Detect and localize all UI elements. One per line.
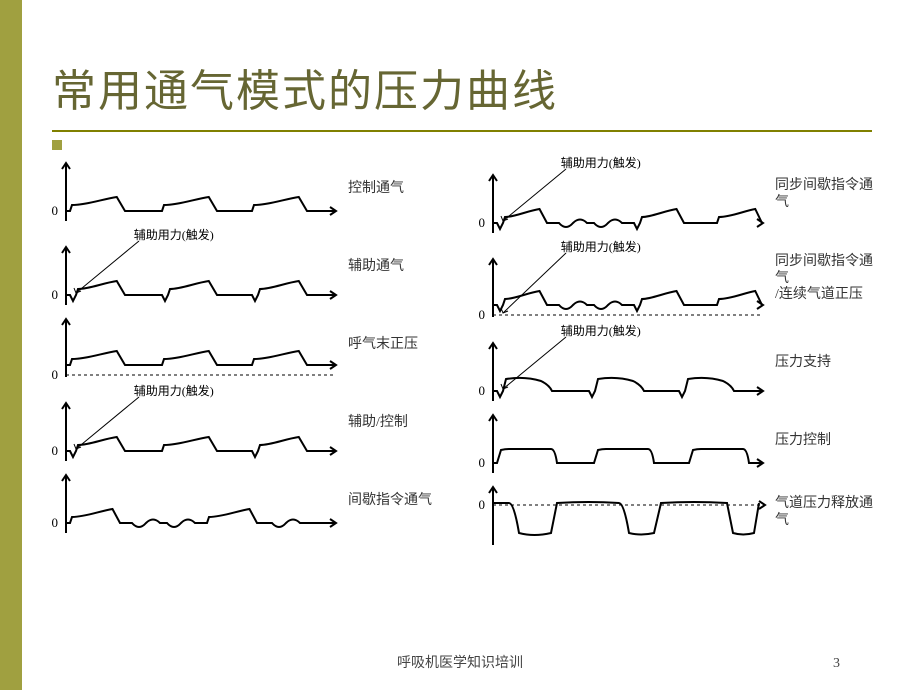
- right-column: 0 辅助用力(触发) 同步间歇指令通气 0 辅助用力(触发) 同步间歇指令通气/连续气道正…: [479, 155, 882, 625]
- pressure-waveform-chart: 0 辅助用力(触发): [479, 155, 769, 235]
- title-bullet-icon: [52, 140, 62, 150]
- charts-grid: 0 控制通气 0 辅助用力(触发) 辅助通气 0 呼气末正压 0 辅助用力(触发) 辅助/控制 0 间…: [52, 155, 882, 625]
- svg-text:0: 0: [479, 383, 485, 398]
- pressure-waveform-chart: 0 辅助用力(触发): [52, 383, 342, 463]
- chart-label: 同步间歇指令通气: [775, 178, 882, 212]
- pressure-waveform-chart: 0 辅助用力(触发): [52, 227, 342, 307]
- pressure-waveform-chart: 0 辅助用力(触发): [479, 323, 769, 403]
- page-number: 3: [833, 656, 840, 672]
- svg-text:辅助用力(触发): 辅助用力(触发): [134, 227, 214, 242]
- chart-row: 0 压力控制: [479, 407, 882, 475]
- pressure-waveform-chart: 0: [479, 479, 769, 547]
- chart-label: 压力控制: [775, 433, 831, 450]
- chart-label: 间歇指令通气: [348, 493, 432, 510]
- chart-row: 0 呼气末正压: [52, 311, 455, 379]
- svg-text:0: 0: [52, 203, 58, 218]
- footer-text: 呼吸机医学知识培训: [397, 652, 523, 672]
- chart-row: 0 控制通气: [52, 155, 455, 223]
- chart-row: 0 辅助用力(触发) 压力支持: [479, 323, 882, 403]
- chart-row: 0 辅助用力(触发) 同步间歇指令通气/连续气道正压: [479, 239, 882, 319]
- svg-text:0: 0: [479, 307, 485, 319]
- pressure-waveform-chart: 0: [52, 311, 342, 379]
- svg-text:辅助用力(触发): 辅助用力(触发): [561, 239, 641, 254]
- chart-label: 辅助/控制: [348, 415, 408, 432]
- pressure-waveform-chart: 0 辅助用力(触发): [479, 239, 769, 319]
- svg-text:0: 0: [479, 497, 485, 512]
- chart-label: 气道压力释放通气: [775, 496, 882, 530]
- chart-label: 控制通气: [348, 181, 404, 198]
- pressure-waveform-chart: 0: [479, 407, 769, 475]
- left-column: 0 控制通气 0 辅助用力(触发) 辅助通气 0 呼气末正压 0 辅助用力(触发) 辅助/控制 0 间…: [52, 155, 455, 625]
- chart-row: 0 辅助用力(触发) 同步间歇指令通气: [479, 155, 882, 235]
- pressure-waveform-chart: 0: [52, 467, 342, 535]
- svg-text:辅助用力(触发): 辅助用力(触发): [561, 155, 641, 170]
- title-underline: [52, 130, 872, 132]
- svg-text:0: 0: [479, 215, 485, 230]
- svg-text:0: 0: [52, 367, 58, 379]
- chart-row: 0 辅助用力(触发) 辅助通气: [52, 227, 455, 307]
- svg-text:0: 0: [479, 455, 485, 470]
- chart-row: 0 间歇指令通气: [52, 467, 455, 535]
- chart-label: 同步间歇指令通气/连续气道正压: [775, 254, 882, 304]
- svg-text:0: 0: [52, 515, 58, 530]
- chart-label: 压力支持: [775, 355, 831, 372]
- svg-text:辅助用力(触发): 辅助用力(触发): [134, 383, 214, 398]
- chart-label: 辅助通气: [348, 259, 404, 276]
- svg-text:0: 0: [52, 287, 58, 302]
- svg-text:辅助用力(触发): 辅助用力(触发): [561, 323, 641, 338]
- pressure-waveform-chart: 0: [52, 155, 342, 223]
- chart-row: 0 气道压力释放通气: [479, 479, 882, 547]
- chart-row: 0 辅助用力(触发) 辅助/控制: [52, 383, 455, 463]
- slide-title: 常用通气模式的压力曲线: [52, 55, 558, 119]
- svg-text:0: 0: [52, 443, 58, 458]
- chart-label: 呼气末正压: [348, 337, 418, 354]
- left-accent-stripe: [0, 0, 22, 690]
